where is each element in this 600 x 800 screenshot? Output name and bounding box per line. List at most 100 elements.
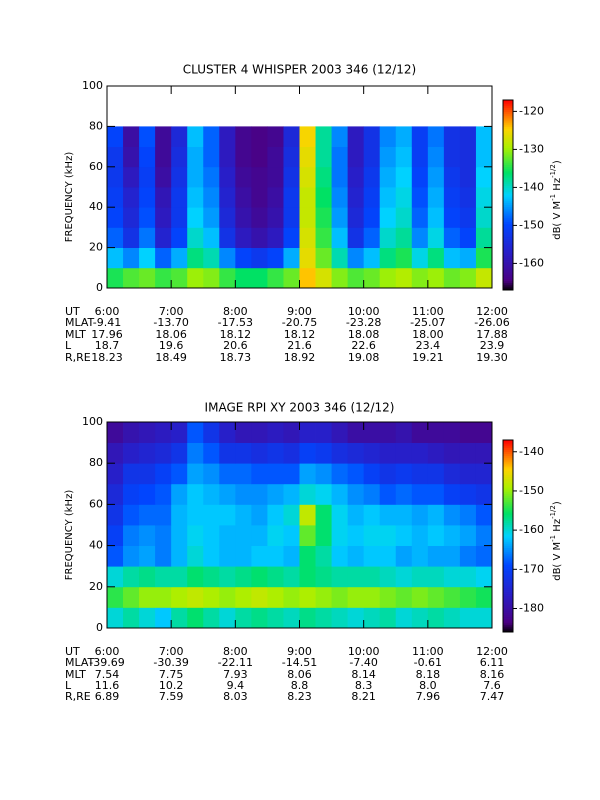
- ephemeris-value: 8.14: [351, 668, 376, 681]
- heat-cell: [155, 483, 172, 505]
- ephemeris-label: UT: [65, 645, 80, 658]
- ephemeris-value: 19.21: [412, 351, 444, 364]
- heat-cell: [171, 463, 188, 485]
- heat-cell: [331, 247, 349, 269]
- heat-cell: [379, 483, 397, 505]
- heat-cell: [235, 227, 252, 248]
- colorbar-step: [503, 257, 513, 261]
- heat-cell: [315, 126, 332, 147]
- colorbar-step: [503, 543, 513, 547]
- colorbar-step: [503, 200, 513, 204]
- heat-cell: [299, 463, 316, 485]
- colorbar-step: [503, 457, 513, 460]
- heat-cell: [459, 247, 477, 269]
- heat-cell: [267, 545, 284, 567]
- heat-cell: [331, 525, 349, 546]
- heat-cell: [331, 207, 349, 228]
- colorbar-step: [503, 603, 513, 606]
- colorbar-step: [503, 591, 513, 595]
- heat-cell: [123, 146, 140, 168]
- heat-cell: [123, 187, 140, 208]
- heat-cell: [171, 504, 188, 526]
- heat-cell: [123, 504, 140, 526]
- ephemeris-label: L: [65, 339, 72, 352]
- heat-cell: [299, 545, 316, 567]
- heat-cell: [219, 187, 236, 208]
- ephemeris-value: -0.61: [414, 656, 442, 669]
- heat-cell: [331, 566, 349, 588]
- colorbar-step: [503, 562, 513, 566]
- colorbar-step: [503, 608, 513, 612]
- colorbar-step: [503, 466, 513, 470]
- colorbar-tick-label: -130: [519, 142, 544, 155]
- heat-cell: [139, 545, 156, 567]
- heat-cell: [123, 267, 140, 289]
- heat-cell: [427, 483, 445, 505]
- colorbar-tick-label: -160: [519, 256, 544, 269]
- colorbar-step: [503, 626, 513, 629]
- heat-cell: [155, 227, 172, 248]
- colorbar-step: [503, 196, 513, 200]
- colorbar-step: [503, 522, 513, 525]
- heat-cell: [411, 504, 429, 526]
- colorbar-step: [503, 157, 513, 160]
- colorbar-step: [503, 478, 513, 481]
- heat-cell: [459, 227, 477, 248]
- colorbar-step: [503, 282, 513, 285]
- heat-cell: [155, 247, 172, 269]
- heat-cell: [427, 545, 445, 567]
- heat-cell: [187, 247, 204, 269]
- colorbar-label-part: dB( V M: [552, 201, 563, 240]
- heat-cell: [379, 126, 397, 147]
- heat-cell: [235, 483, 252, 505]
- heat-cell: [331, 607, 349, 629]
- heat-cell: [315, 504, 332, 526]
- heat-cell: [411, 586, 429, 608]
- colorbar-step: [503, 219, 513, 223]
- heat-cell: [363, 126, 381, 147]
- heat-cell: [331, 146, 349, 168]
- heat-cell: [315, 146, 332, 168]
- heat-cell: [219, 126, 236, 147]
- colorbar-step: [503, 607, 513, 610]
- heat-cell: [283, 586, 300, 608]
- heat-cell: [411, 207, 429, 228]
- heat-cell: [379, 566, 397, 588]
- heat-cell: [443, 504, 461, 526]
- heat-cell: [299, 187, 316, 208]
- colorbar-step: [503, 119, 513, 122]
- heat-cell: [107, 545, 124, 567]
- colorbar-step: [503, 441, 513, 445]
- heat-cell: [427, 586, 445, 608]
- colorbar-step: [503, 191, 513, 194]
- colorbar-step: [503, 151, 513, 154]
- x-tick-label: 11:00: [412, 645, 444, 658]
- heat-cell: [411, 442, 429, 464]
- colorbar-tick-label: -180: [519, 601, 544, 614]
- ephemeris-value: -25.07: [410, 316, 445, 329]
- colorbar-step: [503, 532, 513, 535]
- heat-cell: [379, 207, 397, 228]
- heat-cell: [155, 207, 172, 228]
- colorbar-step: [503, 593, 513, 597]
- ephemeris-value: 18.12: [284, 328, 316, 341]
- colorbar-label: dB( V M-1 Hz-1/2): [549, 501, 563, 581]
- heat-cell: [251, 267, 268, 289]
- colorbar-step: [503, 547, 513, 550]
- ephemeris-value: 7.6: [483, 679, 501, 692]
- colorbar-step: [503, 187, 513, 190]
- heat-cell: [187, 545, 204, 567]
- colorbar-step: [503, 468, 513, 472]
- colorbar-step: [503, 445, 513, 449]
- heat-cell: [427, 525, 445, 546]
- colorbar-step: [503, 470, 513, 474]
- heat-cell: [155, 187, 172, 208]
- colorbar-step: [503, 215, 513, 219]
- heat-cell: [219, 545, 236, 567]
- colorbar-step: [503, 624, 513, 627]
- colorbar-step: [503, 511, 513, 514]
- heat-cell: [155, 267, 172, 289]
- heat-cell: [107, 422, 124, 443]
- colorbar-step: [503, 138, 513, 141]
- colorbar-step: [503, 259, 513, 262]
